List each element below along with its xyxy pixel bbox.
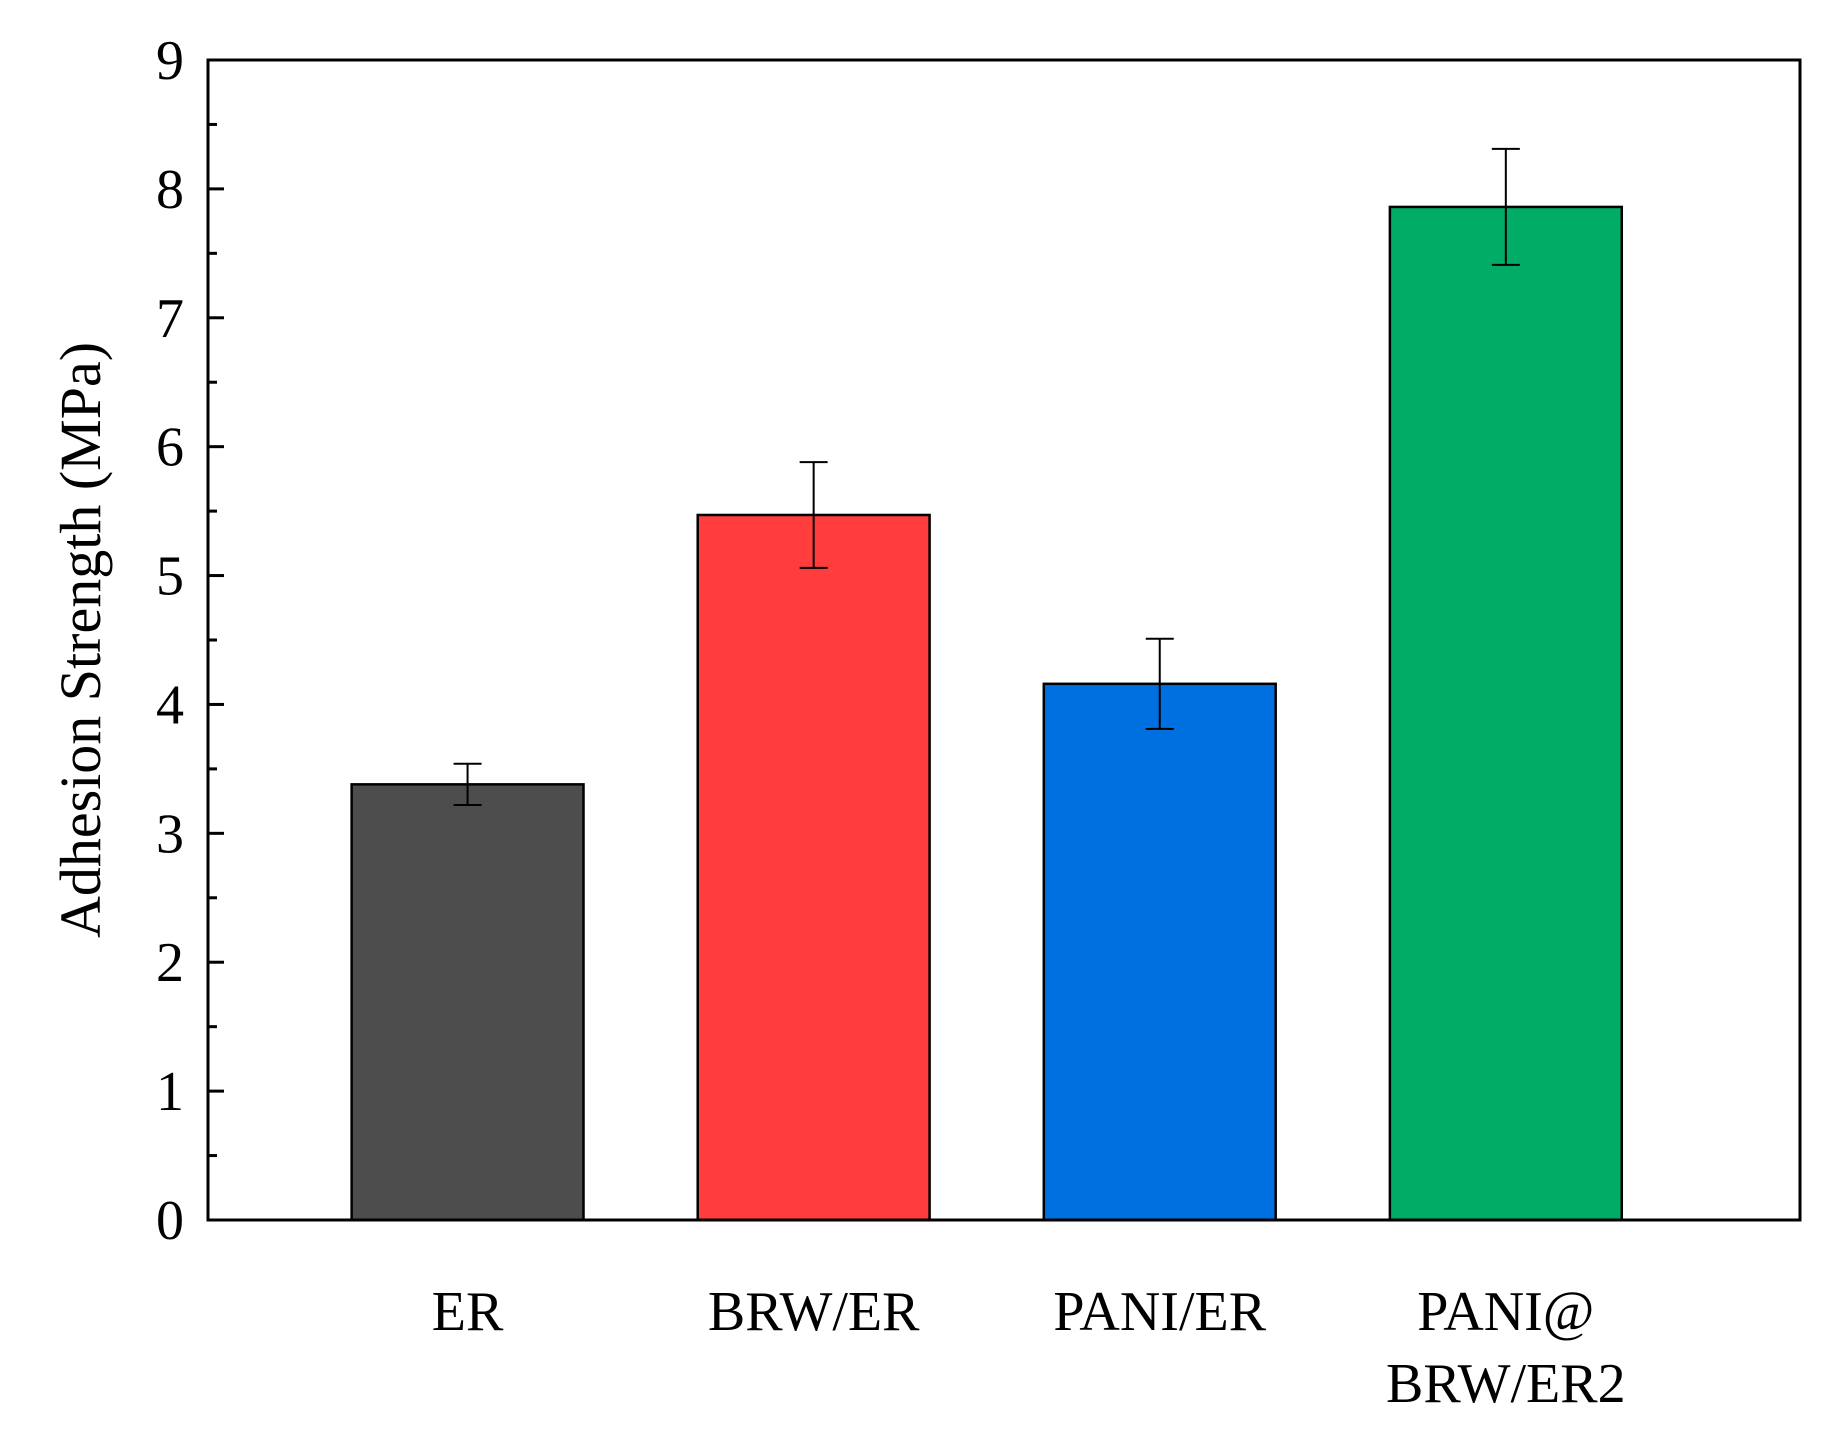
y-tick-label: 3: [156, 803, 184, 865]
x-category-label: PANI/ER: [1053, 1281, 1266, 1343]
error-bar: [453, 762, 482, 806]
y-tick-label: 5: [156, 546, 184, 608]
y-tick-label: 1: [156, 1061, 184, 1123]
y-tick-label: 7: [156, 288, 184, 350]
x-category-label: BRW/ER2: [1386, 1353, 1626, 1415]
error-bars-group: [453, 147, 1520, 806]
bar: [696, 513, 931, 1222]
bar: [1388, 205, 1624, 1222]
error-bar: [1491, 147, 1520, 266]
y-axis-title: Adhesion Strength (MPa): [48, 342, 113, 938]
error-bar: [1145, 637, 1174, 730]
bar: [350, 783, 585, 1222]
x-category-label: BRW/ER: [708, 1281, 920, 1343]
y-tick-label: 4: [156, 674, 184, 736]
y-tick-label: 6: [156, 417, 184, 479]
y-axis: 0 1 2 3 4 5 6 7 8 9: [156, 30, 224, 1252]
bar: [1042, 682, 1277, 1222]
error-bar: [799, 461, 828, 569]
bars-group: [350, 205, 1624, 1222]
y-tick-label: 0: [156, 1190, 184, 1252]
y-tick-label: 8: [156, 159, 184, 221]
y-tick-label: 9: [156, 30, 184, 92]
y-tick-label: 2: [156, 932, 184, 994]
x-category-label: ER: [432, 1281, 504, 1343]
x-axis: ER BRW/ER PANI/ER PANI@ BRW/ER2: [432, 1281, 1626, 1415]
x-category-label: PANI@: [1417, 1281, 1594, 1343]
